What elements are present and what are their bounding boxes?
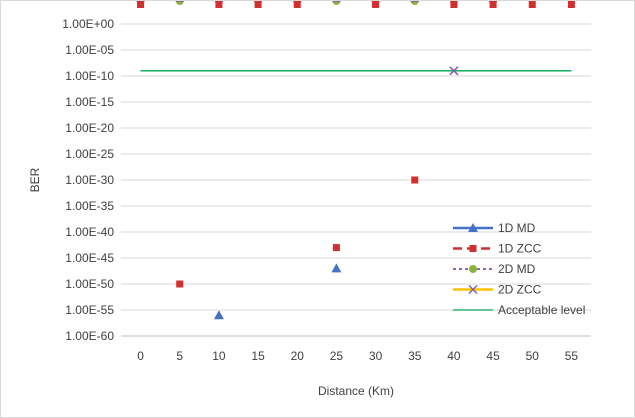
y-tick-label: 1.00E-45 — [65, 251, 114, 265]
data-point — [411, 176, 419, 184]
legend-item: 2D MD — [453, 262, 536, 276]
legend-label: 1D ZCC — [498, 242, 542, 256]
y-tick-label: 1.00E-10 — [65, 69, 114, 83]
x-tick-label: 50 — [526, 349, 540, 363]
x-tick-label: 15 — [251, 349, 265, 363]
data-point — [293, 1, 301, 8]
legend-label: 1D MD — [498, 221, 536, 235]
data-point — [332, 1, 341, 5]
x-tick-label: 25 — [330, 349, 344, 363]
series-1d-md — [213, 263, 342, 320]
data-series — [136, 1, 575, 320]
data-point — [137, 1, 145, 8]
y-tick-label: 1.00E-30 — [65, 173, 114, 187]
x-tick-label: 55 — [565, 349, 579, 363]
y-tick-label: 1.00E-55 — [65, 303, 114, 317]
x-tick-label: 5 — [176, 349, 183, 363]
x-tick-label: 40 — [447, 349, 461, 363]
y-tick-label: 1.00E-25 — [65, 147, 114, 161]
legend-marker — [469, 245, 477, 252]
legend-marker — [468, 223, 478, 232]
data-point — [215, 1, 223, 8]
x-tick-label: 45 — [486, 349, 500, 363]
x-tick-label: 35 — [408, 349, 422, 363]
data-point — [449, 66, 459, 76]
legend-label: Acceptable level — [498, 303, 585, 317]
legend-label: 2D ZCC — [498, 283, 542, 297]
data-point — [213, 310, 224, 320]
x-axis-ticks: 0 5 10 15 20 25 30 35 40 45 50 55 — [137, 349, 578, 363]
data-point — [372, 1, 380, 8]
series-2d-zcc — [136, 1, 498, 76]
data-point — [254, 1, 262, 8]
legend: 1D MD 1D ZCC 2D MD 2D ZCC Acceptable level — [453, 221, 585, 317]
y-tick-label: 1.00E-20 — [65, 121, 114, 135]
legend-item: 1D MD — [453, 221, 536, 235]
data-point — [176, 280, 184, 288]
x-tick-label: 20 — [291, 349, 305, 363]
grid-lines — [121, 23, 591, 311]
y-tick-label: 1.00E-05 — [65, 43, 114, 57]
data-point — [450, 1, 458, 8]
y-tick-label: 1.00E-60 — [65, 329, 114, 343]
legend-item: 2D ZCC — [453, 283, 542, 297]
y-tick-label: 1.00E+00 — [62, 17, 114, 31]
legend-marker — [469, 265, 477, 273]
y-tick-label: 1.00E-35 — [65, 199, 114, 213]
y-tick-label: 1.00E-15 — [65, 95, 114, 109]
data-point — [567, 1, 575, 8]
y-tick-label: 1.00E-40 — [65, 225, 114, 239]
legend-label: 2D MD — [498, 262, 536, 276]
data-point — [489, 1, 497, 8]
data-point — [175, 1, 184, 5]
y-axis-title: BER — [28, 167, 42, 192]
series-1d-zcc — [137, 1, 575, 288]
data-point — [331, 263, 342, 273]
x-axis-title: Distance (Km) — [318, 384, 394, 398]
legend-item: Acceptable level — [453, 303, 585, 317]
data-point — [410, 1, 419, 5]
series-2d-md — [136, 1, 498, 5]
data-point — [528, 1, 536, 8]
x-tick-label: 0 — [137, 349, 144, 363]
y-tick-label: 1.00E-50 — [65, 277, 114, 291]
x-tick-label: 30 — [369, 349, 383, 363]
x-tick-label: 10 — [212, 349, 226, 363]
legend-marker — [468, 284, 478, 295]
y-axis-ticks: 1.00E+00 1.00E-05 1.00E-10 1.00E-15 1.00E-20… — [62, 17, 114, 343]
data-point — [332, 244, 340, 252]
legend-item: 1D ZCC — [453, 242, 542, 256]
